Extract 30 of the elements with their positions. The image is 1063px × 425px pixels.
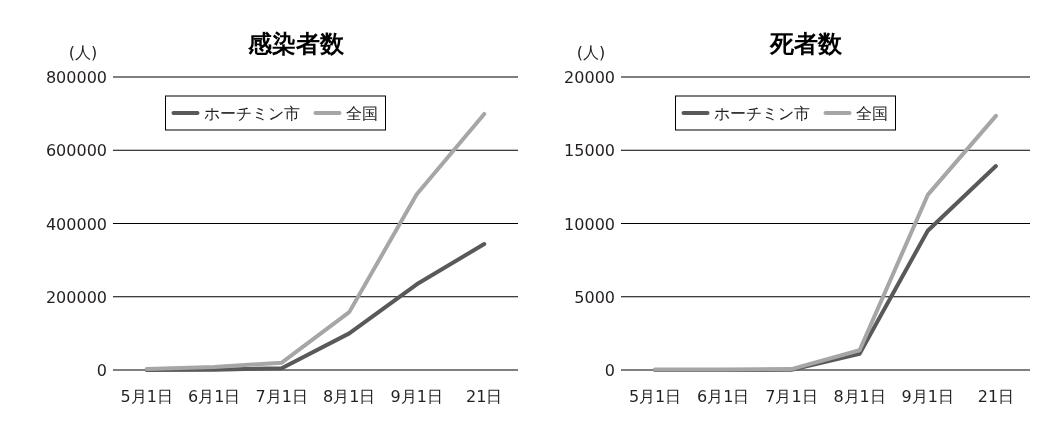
- y-tick-label: 600000: [45, 141, 107, 161]
- y-axis-title: (人): [576, 43, 606, 62]
- y-tick-label: 5000: [574, 287, 615, 307]
- y-tick-label: 15000: [564, 141, 615, 161]
- y-axis-title: (人): [68, 43, 98, 62]
- chart-title: 死者数: [768, 30, 843, 58]
- y-tick-label: 10000: [564, 214, 615, 234]
- x-tick-label: 21日: [466, 387, 503, 406]
- x-tick-label: 8月1日: [833, 387, 886, 406]
- x-tick-label: 7月1日: [765, 387, 818, 406]
- y-tick-label: 400000: [45, 214, 107, 234]
- x-tick-label: 5月1日: [120, 387, 173, 406]
- chart-title: 感染者数: [246, 30, 345, 58]
- x-tick-label: 8月1日: [323, 387, 376, 406]
- x-tick-label: 7月1日: [255, 387, 308, 406]
- legend-label: ホーチミン市: [203, 104, 300, 123]
- legend-label: 全国: [855, 104, 888, 123]
- x-tick-label: 9月1日: [901, 387, 954, 406]
- y-tick-label: 200000: [45, 287, 107, 307]
- legend-label: ホーチミン市: [713, 104, 810, 123]
- x-tick-label: 5月1日: [628, 387, 682, 406]
- legend-label: 全国: [345, 104, 378, 123]
- x-tick-label: 21日: [977, 387, 1015, 406]
- y-tick-label: 20000: [564, 68, 615, 87]
- x-tick-label: 9月1日: [390, 387, 443, 406]
- y-tick-label: 800000: [45, 68, 107, 87]
- y-tick-label: 0: [96, 361, 107, 380]
- y-tick-label: 0: [604, 361, 615, 380]
- x-tick-label: 6月1日: [697, 387, 750, 406]
- x-tick-label: 6月1日: [188, 387, 241, 406]
